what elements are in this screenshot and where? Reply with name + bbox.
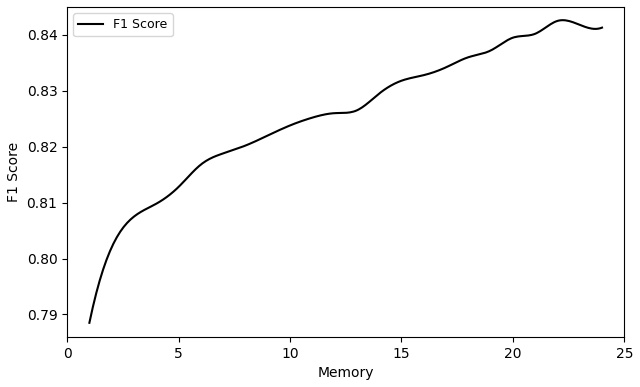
Y-axis label: F1 Score: F1 Score	[7, 142, 21, 202]
F1 Score	[598, 25, 606, 30]
F1 Score	[87, 312, 95, 317]
Legend: F1 Score: F1 Score	[74, 13, 173, 36]
F1 Score	[391, 81, 399, 86]
F1 Score	[389, 82, 397, 87]
X-axis label: Memory: Memory	[317, 366, 374, 380]
F1 Score	[86, 320, 93, 325]
F1 Score	[518, 34, 525, 38]
Line: F1 Score: F1 Score	[90, 20, 602, 323]
F1 Score	[559, 18, 566, 22]
F1 Score	[399, 78, 407, 82]
F1 Score	[550, 20, 558, 25]
